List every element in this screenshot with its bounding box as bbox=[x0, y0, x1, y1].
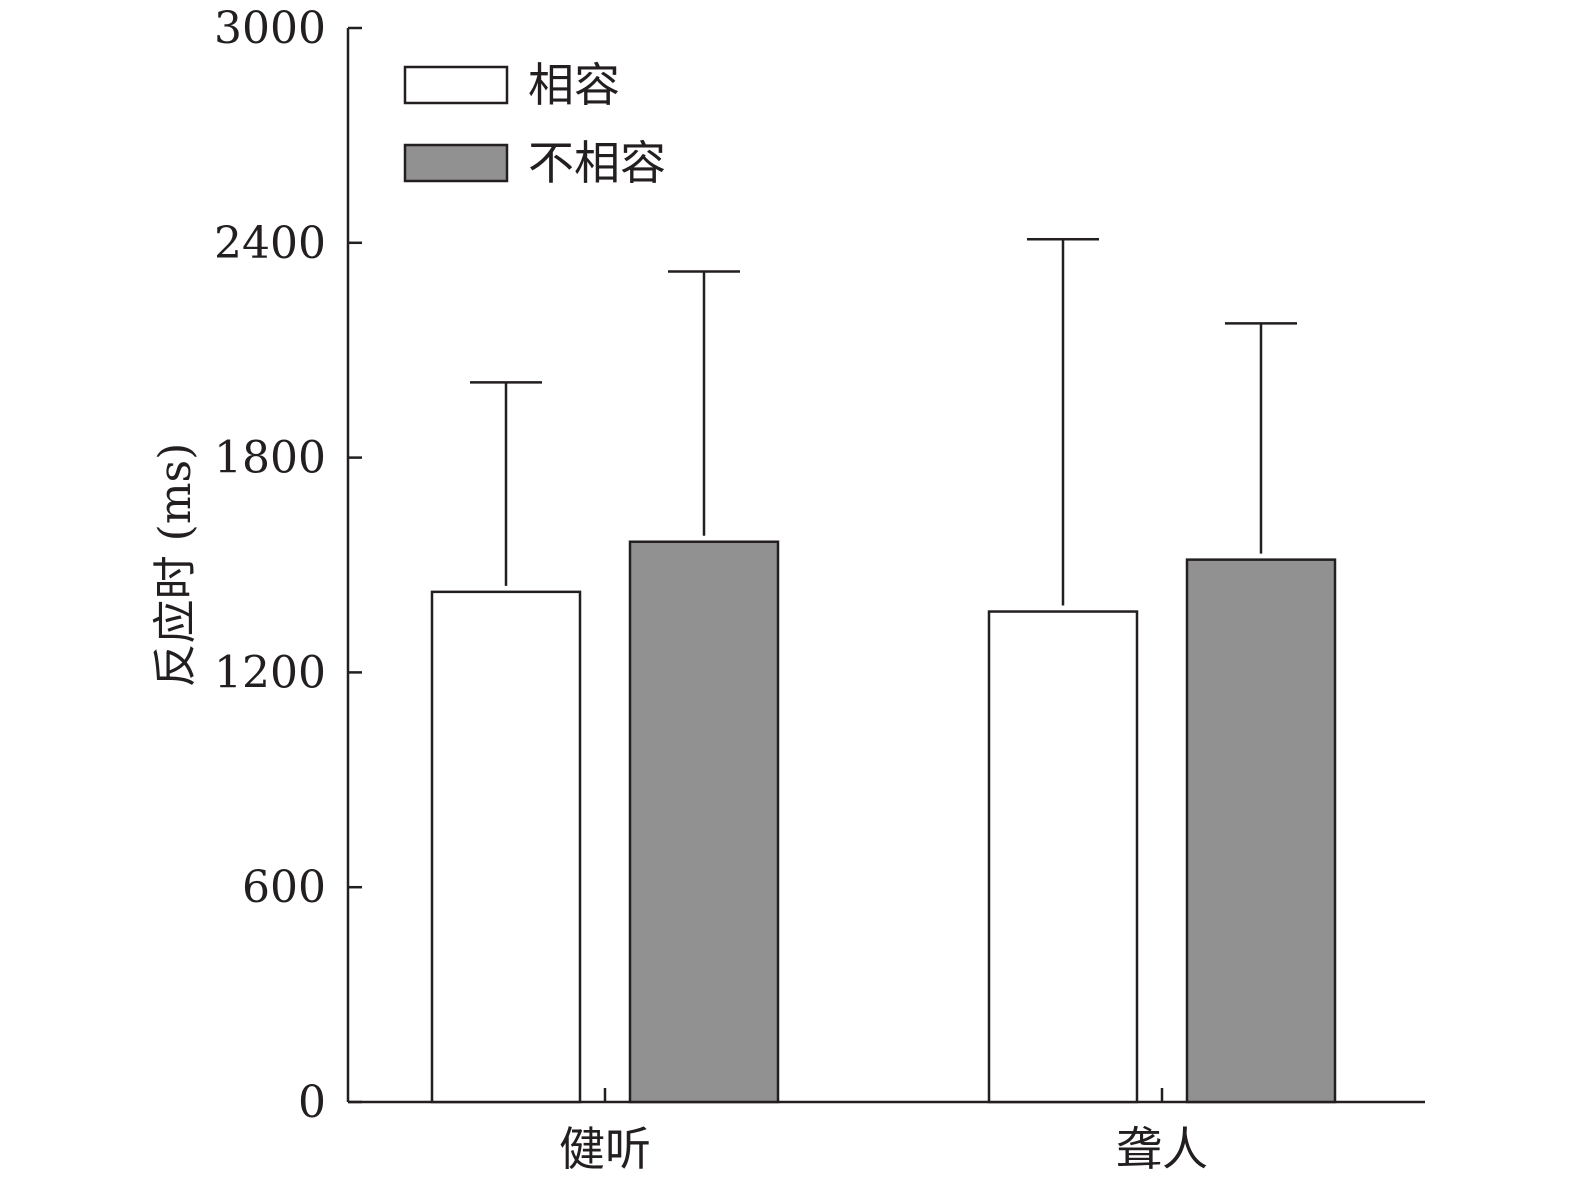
y-tick-label: 1800 bbox=[214, 433, 326, 484]
y-tick-label: 0 bbox=[298, 1077, 326, 1128]
bar bbox=[430, 590, 582, 1104]
legend-swatch bbox=[403, 143, 509, 183]
error-bars bbox=[470, 237, 1297, 606]
y-axis-title: 反应时 (ms) bbox=[150, 443, 201, 688]
legend-label: 相容 bbox=[528, 58, 620, 112]
bar bbox=[628, 540, 780, 1104]
x-tick-label: 健听 bbox=[559, 1122, 651, 1176]
bars bbox=[430, 540, 1337, 1104]
y-tick-label: 3000 bbox=[214, 3, 326, 54]
bar bbox=[1185, 558, 1337, 1104]
axes: 0 600 1200 1800 2400 3000 健听 聋人 bbox=[214, 3, 1425, 1176]
bar bbox=[987, 610, 1139, 1104]
y-tick-label: 2400 bbox=[214, 218, 326, 269]
y-tick-label: 1200 bbox=[214, 647, 326, 698]
legend-label: 不相容 bbox=[528, 136, 666, 190]
x-tick-label: 聋人 bbox=[1116, 1122, 1208, 1176]
legend-swatch bbox=[403, 65, 509, 105]
y-tick-label: 600 bbox=[242, 862, 326, 913]
